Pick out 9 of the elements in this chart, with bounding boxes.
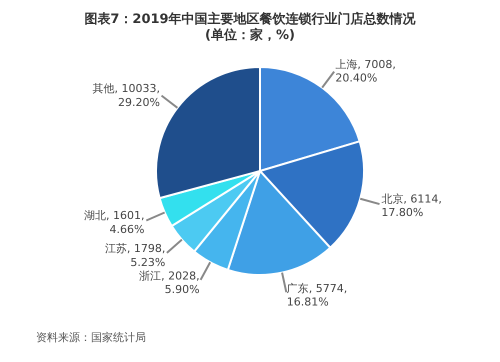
slice-label: 浙江, 2028, 5.90%: [139, 269, 200, 296]
text: 资料来源：国家统计局: [36, 330, 146, 345]
slice-label: 其他, 10033, 29.20%: [92, 82, 160, 109]
chart-title: 图表7：2019年中国主要地区餐饮连锁行业门店总数情况(单位：家，%): [83, 10, 417, 44]
slice-label: 北京, 6114, 17.80%: [381, 192, 442, 220]
slice-label: 广东, 5774, 16.81%: [286, 282, 348, 309]
slice-label: 湖北, 1601, 4.66%: [84, 209, 144, 236]
slice-label: 江苏, 1798, 5.23%: [104, 242, 166, 269]
slice-label: 上海, 7008, 20.40%: [335, 58, 396, 85]
